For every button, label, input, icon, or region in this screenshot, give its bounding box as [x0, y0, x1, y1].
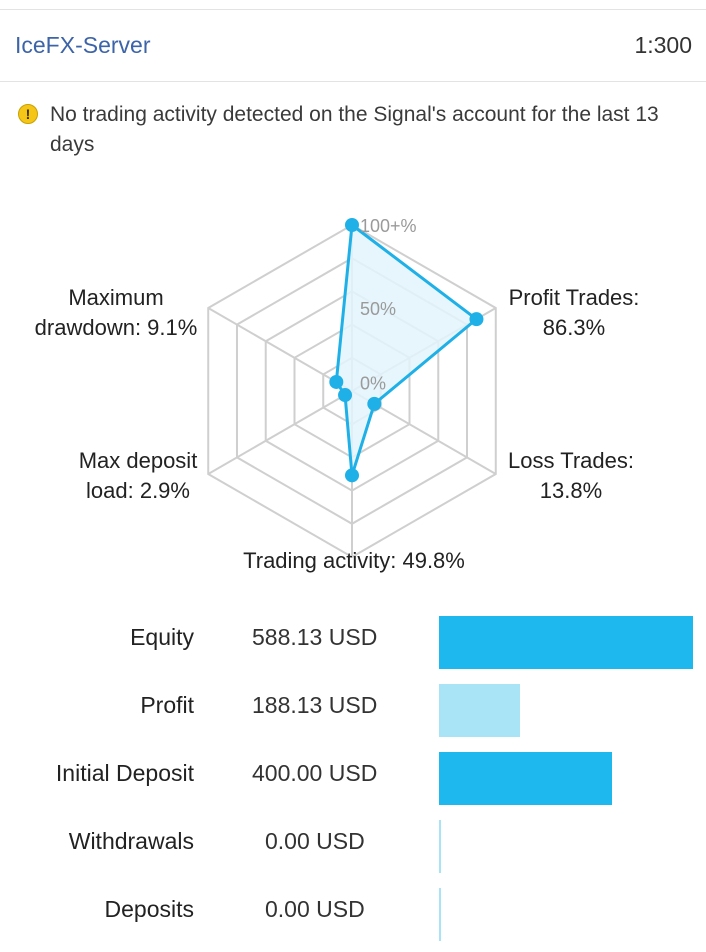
server-name-link[interactable]: IceFX-Server: [15, 32, 151, 58]
stat-label: Deposits: [104, 896, 194, 922]
stat-row: Initial Deposit 400.00 USD: [0, 748, 706, 816]
stat-value: 0.00 USD: [265, 828, 365, 854]
stat-bar-track: [439, 684, 693, 737]
stat-value: 588.13 USD: [252, 624, 378, 650]
radar-point: [329, 374, 344, 389]
radar-axis-label: Profit Trades:: [509, 285, 640, 310]
radar-spoke: [207, 390, 353, 475]
radar-axis-label: Loss Trades:: [508, 448, 634, 473]
stat-value: 400.00 USD: [252, 760, 378, 786]
top-divider: [0, 9, 706, 10]
radar-axis-label: Trading activity: 49.8%: [243, 548, 465, 573]
stat-label: Withdrawals: [68, 828, 194, 854]
stat-row: Deposits 0.00 USD: [0, 884, 706, 952]
radar-axis-label: 86.3%: [543, 315, 605, 340]
notice-text: No trading activity detected on the Sign…: [50, 103, 659, 156]
radar-scale-labels: 100+% 50% 0%: [360, 216, 417, 394]
stat-bar: [439, 752, 612, 805]
stat-bar-track: [439, 888, 693, 941]
stat-bar-track: [439, 820, 693, 873]
radar-scale-label: 100+%: [360, 216, 417, 236]
radar-scale-label: 50%: [360, 299, 396, 319]
radar-axis-label: 13.8%: [540, 478, 602, 503]
stat-value: 0.00 USD: [265, 896, 365, 922]
radar-point: [338, 388, 353, 403]
radar-point: [345, 468, 359, 483]
radar-chart: 100+%50%0% Algo trading: 100%Profit Trad…: [35, 216, 640, 573]
radar-spoke: [207, 307, 353, 392]
radar-point: [367, 396, 382, 411]
radar-series-polygon: [334, 223, 478, 477]
stat-value: 188.13 USD: [252, 692, 378, 718]
stat-row: Withdrawals 0.00 USD: [0, 816, 706, 884]
stat-bar-track: [439, 616, 693, 669]
account-header: IceFX-Server 1:300: [0, 10, 706, 82]
stat-bar: [439, 616, 693, 669]
warning-icon: !: [18, 104, 38, 124]
stat-label: Profit: [140, 692, 194, 718]
stat-bar-track: [439, 752, 693, 805]
stat-label: Initial Deposit: [55, 760, 194, 786]
radar-point: [345, 218, 359, 232]
radar-axis-labels: Algo trading: 100%Profit Trades:86.3%Los…: [35, 285, 640, 573]
radar-axis-label: Max deposit: [79, 448, 198, 473]
radar-series: [334, 223, 478, 477]
radar-points: [329, 218, 484, 483]
radar-axis-label: load: 2.9%: [86, 478, 190, 503]
radar-axis-label: Maximum: [68, 285, 163, 310]
stat-bar: [439, 820, 441, 873]
stat-bar: [439, 888, 441, 941]
radar-point: [469, 312, 484, 327]
radar-axis-label: drawdown: 9.1%: [35, 315, 198, 340]
stat-bar: [439, 684, 520, 737]
radar-scale-label: 0%: [360, 374, 386, 394]
stat-row: Equity 588.13 USD: [0, 612, 706, 680]
stat-label: Equity: [130, 624, 194, 650]
stat-row: Profit 188.13 USD: [0, 680, 706, 748]
leverage-value: 1:300: [634, 32, 692, 58]
